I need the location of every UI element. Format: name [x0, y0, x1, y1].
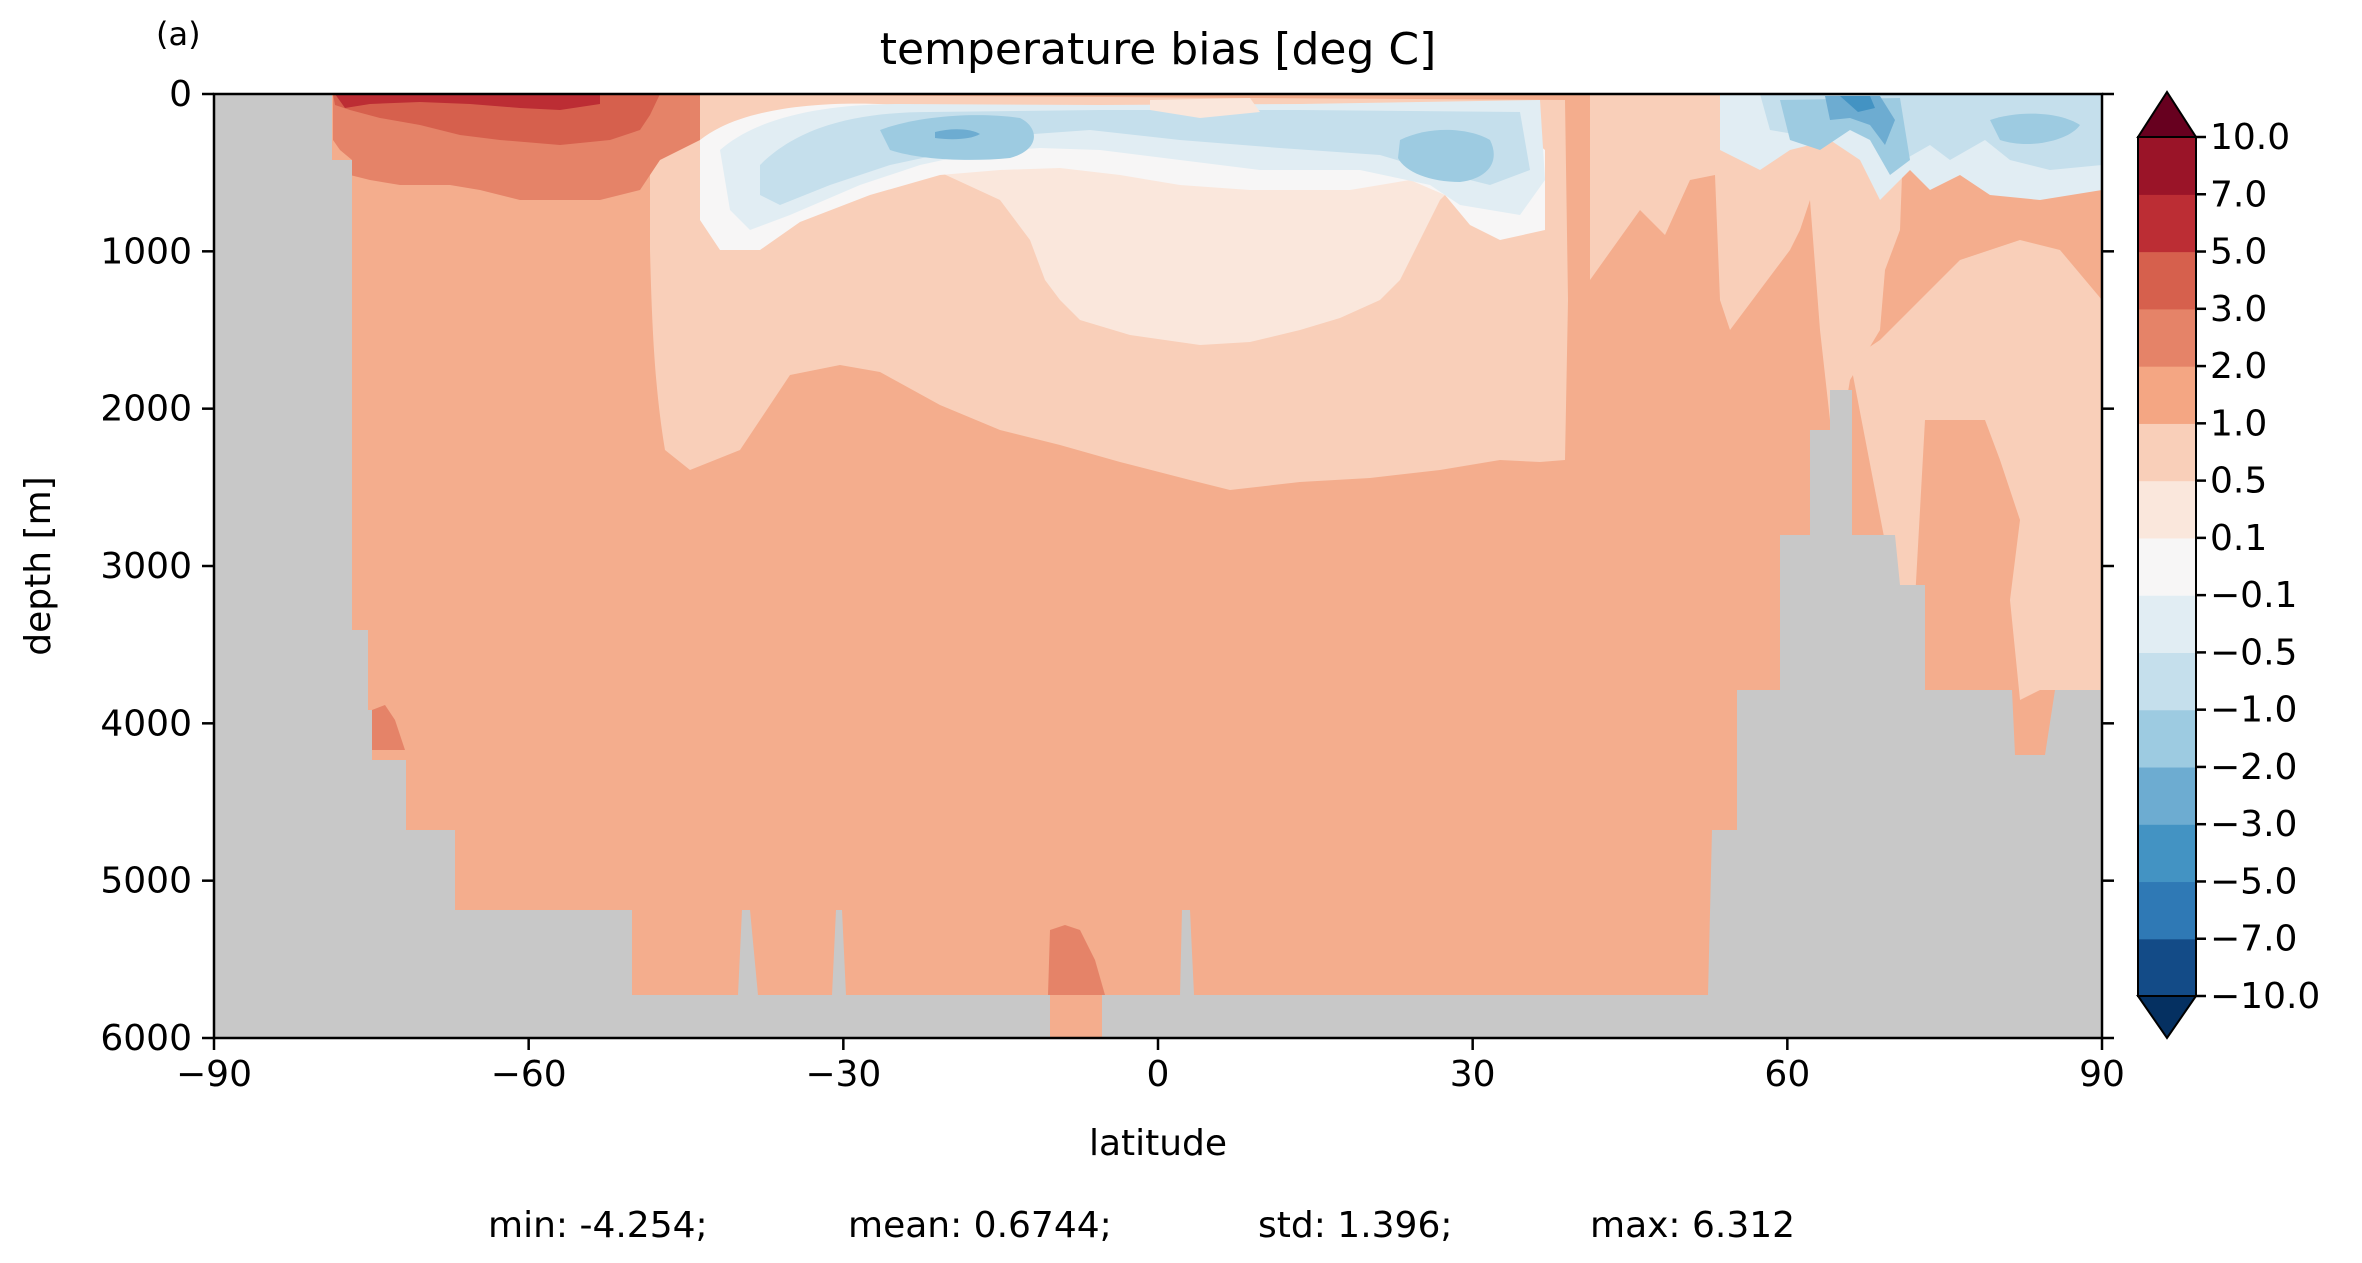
region-surface-0p1-to-0p5 — [1150, 98, 1260, 118]
colorbar-tick-label: −10.0 — [2210, 976, 2320, 1017]
colorbar-tick-label: 7.0 — [2210, 174, 2267, 215]
y-axis: 0 1000 2000 3000 4000 5000 6000 — [100, 74, 2114, 1059]
colorbar-tick-label: −5.0 — [2210, 861, 2297, 902]
land-mask-equator — [1102, 390, 2102, 1038]
stat-mean: mean: 0.6744; — [848, 1205, 1112, 1246]
y-tick-label: 0 — [169, 74, 192, 115]
region-small-core-neg2 — [935, 129, 980, 140]
x-axis: −90 −60 −30 0 30 60 90 — [176, 1038, 2125, 1095]
region-north-0p5-to-1 — [1590, 94, 1905, 440]
y-tick-label: 5000 — [100, 861, 192, 902]
panel-label: (a) — [156, 15, 201, 53]
colorbar-extend-max — [2136, 90, 2198, 138]
x-tick-label: 60 — [1764, 1054, 1810, 1095]
y-axis-label: depth [m] — [18, 476, 59, 655]
x-tick-label: 90 — [2079, 1054, 2125, 1095]
colorbar-bin — [2138, 766, 2196, 825]
plot-area — [214, 94, 2102, 1038]
colorbar-tick-label: −0.1 — [2210, 575, 2297, 616]
y-tick-label: 3000 — [100, 546, 192, 587]
land-mask-south — [214, 94, 1050, 1038]
y-tick-label: 6000 — [100, 1018, 192, 1059]
region-core-neg5-to-neg3 — [1840, 96, 1875, 112]
stat-max: max: 6.312 — [1590, 1205, 1795, 1246]
colorbar-bin — [2138, 251, 2196, 310]
colorbar-bin — [2138, 881, 2196, 940]
colorbar-bin — [2138, 308, 2196, 367]
colorbar-tick-label: 3.0 — [2210, 289, 2267, 330]
colorbar-tick-label: 0.1 — [2210, 518, 2267, 559]
x-tick-label: −60 — [491, 1054, 567, 1095]
region-core-neg3-to-neg2 — [1825, 96, 1895, 145]
x-tick-label: −90 — [176, 1054, 252, 1095]
region-north-core-neg2-to-neg1 — [1398, 129, 1494, 182]
colorbar-bin — [2138, 480, 2196, 539]
chart-title: temperature bias [deg C] — [880, 24, 1437, 75]
colorbar-bin — [2138, 423, 2196, 482]
colorbar: −10.0 −7.0 −5.0 −3.0 −2.0 −1.0 −0.5 −0.1 0.1 0.5 1… — [2136, 90, 2320, 1040]
colorbar-tick-label: −0.5 — [2210, 632, 2297, 673]
colorbar-tick-label: 10.0 — [2210, 117, 2290, 158]
x-tick-label: 30 — [1450, 1054, 1496, 1095]
region-deep-patch-2-to-3-b — [1048, 925, 1105, 995]
colorbar-bin — [2138, 537, 2196, 596]
y-tick-label: 1000 — [100, 231, 192, 272]
x-tick-label: −30 — [805, 1054, 881, 1095]
colorbar-bin — [2138, 366, 2196, 424]
x-axis-label: latitude — [1089, 1123, 1227, 1164]
colorbar-tick-label: 5.0 — [2210, 232, 2267, 273]
colorbar-tick-label: 1.0 — [2210, 403, 2267, 444]
region-0p1-to-0p5 — [935, 140, 1470, 345]
colorbar-bin — [2138, 652, 2196, 711]
region-deep-patch-2-to-3-a — [372, 705, 405, 750]
region-south-5-to-7 — [335, 94, 600, 110]
colorbar-bin — [2138, 824, 2196, 883]
x-tick-label: 0 — [1147, 1054, 1170, 1095]
colorbar-tick-label: 2.0 — [2210, 346, 2267, 387]
colorbar-tick-label: −2.0 — [2210, 747, 2297, 788]
colorbar-bin — [2138, 709, 2196, 768]
y-tick-label: 4000 — [100, 703, 192, 744]
colorbar-bin — [2138, 137, 2196, 195]
colorbar-bin — [2138, 595, 2196, 653]
region-arctic-core-neg2-to-neg1 — [1990, 113, 2080, 145]
colorbar-bin — [2138, 194, 2196, 253]
colorbar-frame — [2137, 136, 2197, 997]
colorbar-bin — [2138, 938, 2196, 997]
stats-line: min: -4.254; mean: 0.6744; std: 1.396; m… — [488, 1205, 1795, 1246]
stat-std: std: 1.396; — [1258, 1205, 1452, 1246]
colorbar-tick-label: −7.0 — [2210, 919, 2297, 960]
colorbar-tick-label: 0.5 — [2210, 461, 2267, 502]
stat-min: min: -4.254; — [488, 1205, 708, 1246]
colorbar-extend-min — [2136, 995, 2198, 1040]
y-tick-label: 2000 — [100, 389, 192, 430]
colorbar-tick-label: −1.0 — [2210, 690, 2297, 731]
colorbar-tick-label: −3.0 — [2210, 804, 2297, 845]
